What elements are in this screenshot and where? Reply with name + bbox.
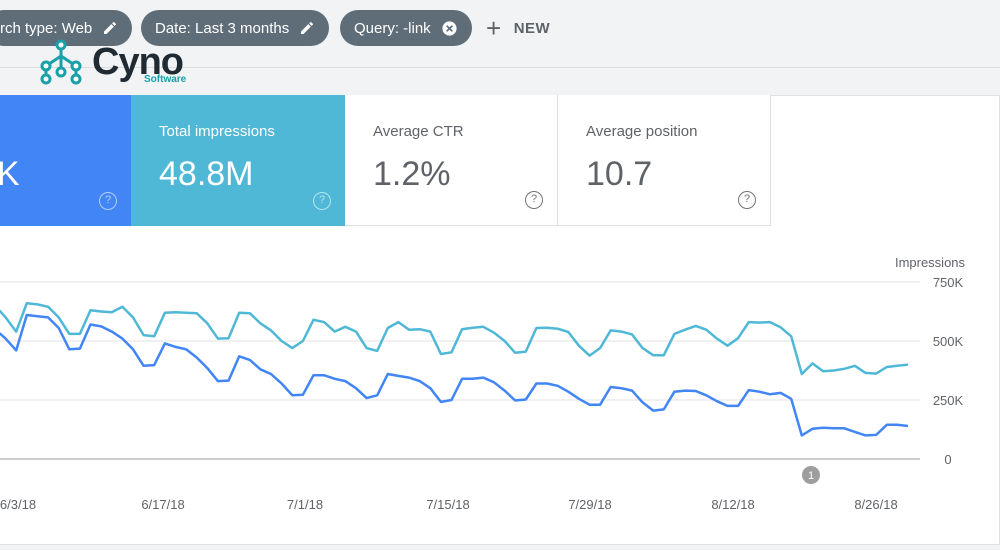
x-tick-label: 6/17/18 [141,497,184,512]
filter-chip-query[interactable]: Query: -link [340,10,472,46]
metric-value: 1.2% [373,155,451,193]
filter-chip-search-type[interactable]: rch type: Web [0,10,133,46]
filter-bar: rch type: Web Date: Last 3 months Query:… [0,0,1000,68]
cyno-logo: Cyno Software [36,38,187,86]
x-tick-label: 8/12/18 [711,497,754,512]
logo-subtitle: Software [144,74,187,85]
series-line-0 [0,301,909,376]
y-tick-label: 250K [933,393,964,408]
metric-value: 5K [0,155,20,193]
help-icon[interactable]: ? [738,191,756,209]
pencil-icon[interactable] [299,20,315,36]
filter-chip-label: Date: Last 3 months [155,19,290,37]
help-icon[interactable]: ? [525,191,543,209]
y-tick-label: 500K [933,334,964,349]
help-icon[interactable]: ? [313,192,331,210]
metric-average-position[interactable]: Average position 10.7 ? [558,95,771,226]
metric-total-clicks[interactable]: cks 5K ? [0,95,131,226]
x-tick-label: 7/1/18 [287,497,323,512]
close-circle-icon[interactable] [441,20,458,37]
y-tick-label: 750K [933,275,964,290]
plus-icon: + [486,13,502,43]
x-tick-label: 7/29/18 [568,497,611,512]
logo-wordmark: Cyno [92,41,184,83]
filter-chip-label: Query: -link [354,19,431,37]
metric-label: cks [0,123,1,140]
metric-total-impressions[interactable]: Total impressions 48.8M ? [131,95,345,226]
impressions-chart: 750K 500K 250K 0 Impressions 6/3/18 6/17/18 7/1… [0,255,966,512]
series-line-1 [0,313,909,437]
new-filter-label: NEW [513,19,551,37]
y-axis-label: Impressions [895,255,966,270]
metric-value: 48.8M [159,155,254,193]
x-tick-label: 8/26/18 [854,497,897,512]
pencil-icon[interactable] [102,20,118,36]
metric-label: Total impressions [159,123,275,140]
y-tick-label: 0 [944,452,951,467]
metric-label: Average position [586,123,698,140]
metric-label: Average CTR [373,123,464,140]
x-tick-label: 6/3/18 [0,497,36,512]
annotation-label: 1 [808,470,814,482]
help-icon[interactable]: ? [99,192,117,210]
network-logo-icon [40,39,82,85]
new-filter-button[interactable]: + NEW [486,10,550,46]
x-tick-label: 7/15/18 [426,497,469,512]
filter-chip-date[interactable]: Date: Last 3 months [141,10,330,46]
filter-chip-label: rch type: Web [0,19,93,37]
metric-value: 10.7 [586,155,653,193]
metric-average-ctr[interactable]: Average CTR 1.2% ? [345,95,558,226]
annotation-marker [802,466,820,484]
